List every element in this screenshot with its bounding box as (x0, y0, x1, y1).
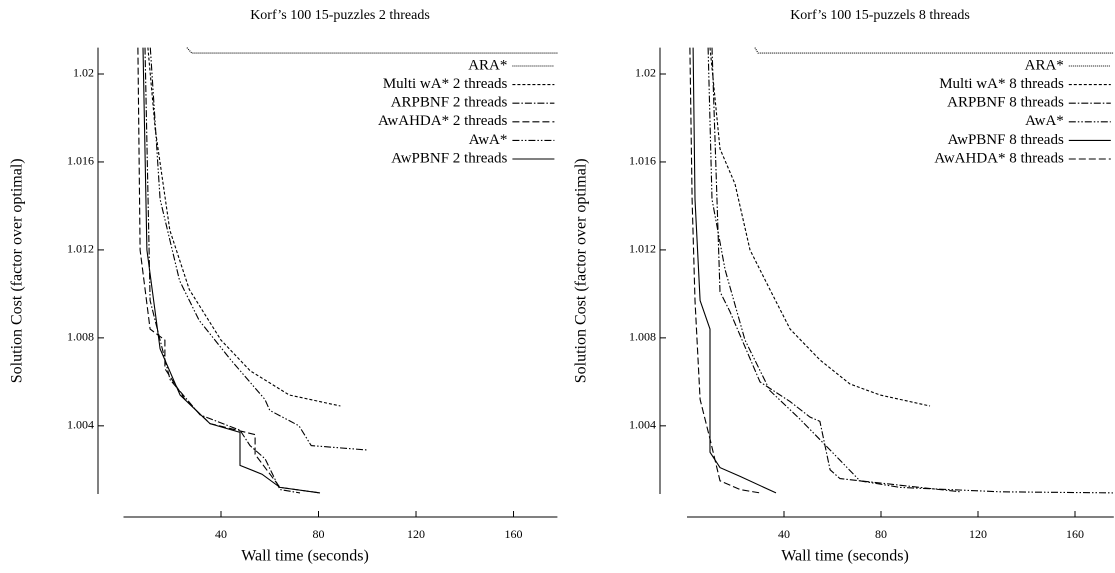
chart-panel: Korf’s 100 15-puzzles 2 threads Wall time… (9, 8, 558, 565)
y-tick-label: 1.004 (67, 418, 94, 432)
series-line (709, 47, 931, 407)
y-axis-label: Solution Cost (factor over optimal) (573, 158, 590, 383)
legend-label: ARA* (1025, 57, 1064, 73)
x-tick-label: 160 (1066, 527, 1084, 541)
x-tick-label: 40 (778, 527, 790, 541)
y-tick-label: 1.008 (67, 330, 94, 344)
y-axis-label: Solution Cost (factor over optimal) (9, 158, 26, 383)
series-line (149, 47, 368, 451)
series-line (137, 47, 321, 494)
legend-label: AwPBNF 8 threads (948, 132, 1064, 148)
y-tick-label: 1.016 (67, 154, 94, 168)
x-axis-label: Wall time (seconds) (241, 548, 369, 565)
x-tick-label: 80 (875, 527, 887, 541)
legend-label: ARPBNF 8 threads (947, 95, 1064, 111)
series-line (689, 47, 761, 494)
legend-label: Multi wA* 8 threads (939, 76, 1064, 92)
series-line (692, 47, 777, 494)
y-tick-label: 1.012 (67, 242, 94, 256)
y-tick-label: 1.02 (635, 66, 656, 80)
series-line (754, 47, 1114, 54)
legend-label: ARA* (468, 57, 507, 73)
y-tick-label: 1.012 (629, 242, 656, 256)
series-line (711, 47, 961, 493)
chart-panel: Korf’s 100 15-puzzels 8 threads Wall time… (573, 8, 1114, 565)
legend-label: AwAHDA* 8 threads (934, 150, 1064, 166)
legend-label: AwA* (469, 132, 508, 148)
chart-title: Korf’s 100 15-puzzles 2 threads (250, 8, 430, 23)
legend-label: AwA* (1025, 113, 1064, 129)
x-tick-label: 80 (313, 527, 325, 541)
series-line (186, 47, 558, 54)
series-line (147, 47, 341, 407)
legend-label: AwAHDA* 2 threads (378, 113, 508, 129)
legend-label: Multi wA* 2 threads (383, 76, 508, 92)
legend-label: AwPBNF 2 threads (391, 150, 507, 166)
y-tick-label: 1.004 (629, 418, 656, 432)
x-axis-label: Wall time (seconds) (781, 548, 909, 565)
y-tick-label: 1.02 (73, 66, 94, 80)
series-line (142, 47, 321, 494)
y-tick-label: 1.008 (629, 330, 656, 344)
x-tick-label: 120 (969, 527, 987, 541)
legend-label: ARPBNF 2 threads (391, 95, 508, 111)
chart-title: Korf’s 100 15-puzzels 8 threads (790, 8, 970, 23)
y-tick-label: 1.016 (629, 154, 656, 168)
x-tick-label: 40 (215, 527, 227, 541)
x-tick-label: 120 (407, 527, 425, 541)
series-line (707, 47, 1114, 494)
x-tick-label: 160 (505, 527, 523, 541)
